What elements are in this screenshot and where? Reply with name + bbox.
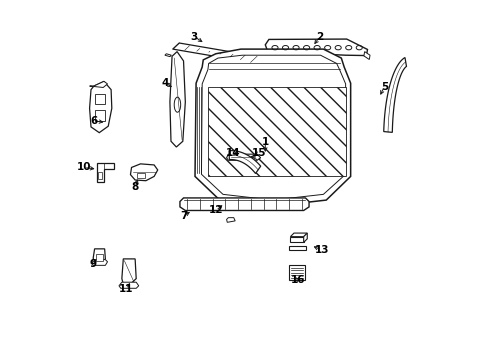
Bar [137,173,144,178]
Polygon shape [130,164,158,181]
Polygon shape [119,282,139,288]
Text: 5: 5 [380,82,387,92]
Bar [96,253,102,261]
Text: 10: 10 [77,162,91,172]
Text: 1: 1 [261,138,268,147]
Text: 6: 6 [90,116,97,126]
Text: 12: 12 [208,206,223,216]
Text: 16: 16 [290,275,305,285]
Polygon shape [290,233,306,237]
Polygon shape [265,39,367,55]
Text: 9: 9 [89,259,97,269]
Polygon shape [201,55,345,200]
Polygon shape [164,54,171,57]
Polygon shape [383,58,406,132]
Polygon shape [91,260,107,265]
Text: 3: 3 [190,32,198,41]
Polygon shape [228,150,260,174]
Text: 15: 15 [251,148,265,158]
Polygon shape [93,249,105,262]
Polygon shape [289,246,305,250]
Text: 7: 7 [180,211,187,221]
Polygon shape [195,49,350,206]
Text: 2: 2 [316,32,323,41]
Polygon shape [172,43,257,62]
Polygon shape [89,81,112,133]
Polygon shape [89,81,107,87]
Polygon shape [363,51,369,59]
Polygon shape [303,233,306,242]
Polygon shape [122,259,136,284]
Bar [207,87,346,176]
Polygon shape [226,154,260,160]
Text: 4: 4 [162,78,169,88]
Text: 8: 8 [131,182,139,192]
Bar [98,172,102,179]
Polygon shape [226,218,235,222]
Bar [94,110,105,121]
Text: 13: 13 [314,245,328,255]
Polygon shape [180,198,308,211]
Polygon shape [290,237,303,242]
Text: 11: 11 [119,284,133,294]
Polygon shape [97,163,114,182]
Text: 14: 14 [225,148,240,158]
Polygon shape [169,51,185,147]
Polygon shape [289,265,304,280]
Bar [94,94,105,104]
